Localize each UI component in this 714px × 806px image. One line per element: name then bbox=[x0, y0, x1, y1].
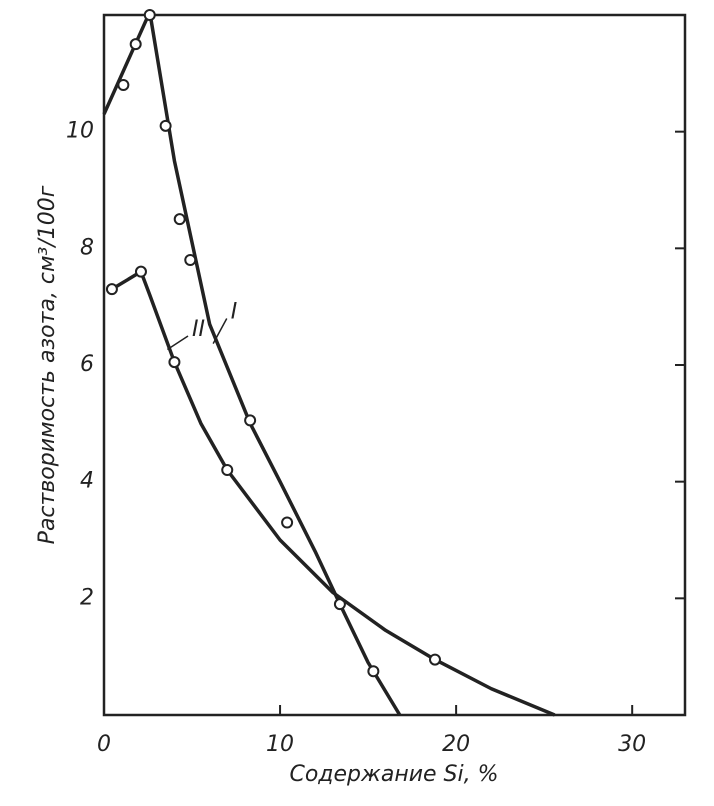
data-point bbox=[281, 516, 294, 529]
x-tick-label: 10 bbox=[266, 732, 294, 757]
curve-label: II bbox=[192, 317, 205, 342]
x-tick-label: 0 bbox=[97, 732, 111, 757]
data-point bbox=[184, 254, 197, 266]
data-point bbox=[117, 79, 130, 91]
data-point bbox=[221, 464, 234, 476]
data-point bbox=[244, 414, 257, 427]
x-axis-label: Содержание Si, % bbox=[289, 762, 498, 787]
curve bbox=[111, 269, 556, 717]
data-point bbox=[367, 665, 380, 678]
x-tick-label: 20 bbox=[442, 732, 470, 757]
label-leader bbox=[166, 335, 189, 351]
y-tick-label: 10 bbox=[66, 119, 94, 144]
y-tick-label: 4 bbox=[80, 469, 94, 494]
curve-label: I bbox=[231, 300, 238, 325]
y-tick-label: 2 bbox=[80, 585, 94, 610]
data-point bbox=[168, 356, 181, 369]
data-point bbox=[173, 213, 186, 226]
data-point bbox=[105, 283, 118, 296]
data-point bbox=[143, 9, 156, 21]
curve bbox=[102, 10, 402, 716]
plot-frame bbox=[102, 13, 687, 717]
x-tick-label: 30 bbox=[618, 732, 646, 757]
y-tick-label: 8 bbox=[80, 235, 94, 260]
y-tick-label: 6 bbox=[80, 352, 94, 377]
data-point bbox=[428, 653, 441, 666]
data-point bbox=[159, 119, 172, 132]
label-leader bbox=[212, 318, 228, 345]
data-point bbox=[129, 38, 142, 51]
y-axis-label: Растворимость азота, см³/100г bbox=[35, 185, 60, 544]
data-point bbox=[134, 265, 147, 278]
